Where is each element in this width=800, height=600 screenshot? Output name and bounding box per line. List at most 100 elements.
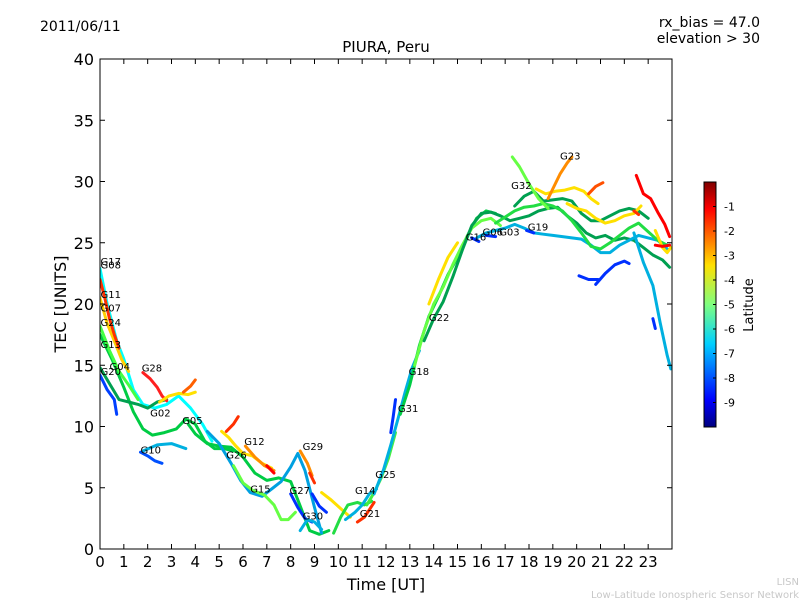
series-track-1 [100, 333, 235, 453]
date-label: 2011/06/11 [40, 19, 121, 35]
series-track-27 [355, 500, 376, 524]
x-tick-label: 10 [329, 553, 348, 571]
colorbar-ticks: -1 -2 -3 -4 -5 -6 -7 -8 -9 [713, 201, 735, 410]
footer-network: Low-Latitude Ionospheric Sensor Network [591, 590, 799, 600]
colorbar-tick-label: -3 [724, 250, 735, 263]
series-track-48 [594, 259, 631, 286]
satellite-label: G05 [182, 416, 202, 427]
y-tick-label: 40 [74, 50, 94, 69]
y-tick-label: 15 [74, 356, 94, 375]
satellite-label: G11 [101, 290, 121, 301]
x-tick-label: 23 [639, 553, 658, 571]
satellite-label: G22 [429, 313, 449, 324]
footer-lisn: LISN [777, 577, 799, 588]
series-track-50 [470, 236, 481, 243]
satellite-label: G20 [101, 367, 121, 378]
colorbar-tick-label: -7 [724, 348, 735, 361]
series-track-20 [308, 471, 316, 485]
y-tick-label: 5 [84, 479, 94, 498]
colorbar-tick-label: -4 [724, 274, 735, 287]
series-track-35 [494, 202, 669, 251]
satellite-label: G14 [355, 486, 375, 497]
satellite-label: G31 [398, 404, 418, 415]
y-tick-label: 30 [74, 173, 94, 192]
satellite-label: G28 [142, 363, 162, 374]
x-tick-label: 22 [615, 553, 634, 571]
series-track-18 [232, 464, 297, 522]
x-tick-label: 12 [376, 553, 395, 571]
satellite-label: G27 [290, 486, 310, 497]
series-track-2 [100, 366, 169, 410]
y-axis-label: TEC [UNITS] [51, 256, 70, 354]
satellite-label: G17 [101, 257, 121, 268]
y-tick-label: 25 [74, 234, 94, 253]
series-track-3 [100, 373, 119, 416]
series-track-43 [634, 173, 672, 239]
series-track-4 [100, 324, 140, 402]
x-tick-label: 21 [591, 553, 610, 571]
x-tick-label: 0 [95, 553, 105, 571]
series-track-19 [298, 449, 314, 477]
series-track-12 [186, 422, 331, 536]
series-track-42 [632, 209, 641, 217]
rx-bias-label: rx_bias = 47.0 [659, 15, 760, 31]
colorbar-tick-label: -9 [724, 397, 735, 410]
series-track-46 [632, 231, 672, 371]
x-tick-label: 7 [262, 553, 272, 571]
satellite-label: G06 [483, 227, 503, 238]
satellite-label: G12 [244, 437, 264, 448]
satellite-label: G13 [101, 340, 121, 351]
satellite-label: G07 [101, 303, 121, 314]
series-track-45 [653, 243, 672, 248]
elevation-label: elevation > 30 [657, 31, 760, 47]
colorbar-tick-label: -1 [724, 201, 735, 214]
series-track-23 [320, 491, 352, 519]
x-tick-label: 8 [286, 553, 296, 571]
satellite-label: G08 [101, 261, 121, 272]
colorbar-tick-label: -5 [724, 299, 735, 312]
series-track-15 [224, 415, 240, 433]
x-tick-label: 11 [353, 553, 372, 571]
satellite-label: G29 [303, 442, 323, 453]
satellite-label: G03 [499, 227, 519, 238]
x-axis: 0 1 2 3 4 5 6 7 8 9 10 11 12 13 14 15 16 17 18 19 20 21 22 23 [95, 59, 658, 571]
series-track-10 [139, 450, 164, 465]
series-track-26 [344, 487, 378, 522]
series-track-53 [427, 241, 459, 306]
x-tick-label: 6 [238, 553, 248, 571]
x-tick-label: 5 [214, 553, 224, 571]
colorbar-tick-label: -2 [724, 225, 735, 238]
satellite-label: G18 [409, 367, 429, 378]
series-track-41 [565, 202, 643, 225]
colorbar-tick-label: -8 [724, 372, 735, 385]
satellite-label: G15 [250, 485, 270, 496]
series-track-5 [100, 296, 131, 373]
satellite-label: G26 [226, 450, 246, 461]
satellite-label: G04 [110, 362, 130, 373]
x-tick-label: 9 [310, 553, 320, 571]
series-track-8 [158, 390, 197, 404]
x-tick-label: 3 [167, 553, 177, 571]
series-track-44 [653, 229, 672, 255]
satellite-label: G24 [101, 318, 121, 329]
x-tick-label: 16 [472, 553, 491, 571]
y-tick-label: 0 [84, 540, 94, 559]
series-track-37 [510, 155, 550, 210]
x-tick-label: 17 [496, 553, 515, 571]
plot-area [100, 155, 672, 536]
series-track-49 [651, 317, 657, 330]
satellite-label: G25 [375, 470, 395, 481]
x-tick-label: 1 [119, 553, 129, 571]
x-tick-label: 18 [519, 553, 538, 571]
series-track-32 [413, 216, 502, 367]
series-track-9 [181, 378, 197, 394]
satellite-label: G16 [466, 232, 486, 243]
series-track-47 [577, 274, 600, 281]
x-tick-label: 14 [424, 553, 443, 571]
y-axis: 0 5 10 15 20 25 30 35 40 [74, 50, 672, 559]
series-track-51 [484, 233, 498, 239]
satellite-label: G30 [303, 512, 323, 523]
series-track-22 [298, 518, 324, 533]
series-track-17 [265, 464, 276, 475]
